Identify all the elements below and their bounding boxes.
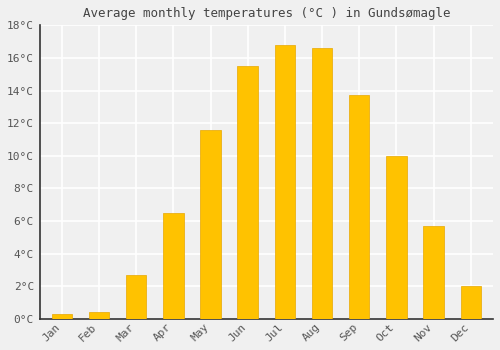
Bar (126, 275, 146, 319)
Bar (200, 130, 220, 319)
Bar (52, 314, 72, 319)
Bar (460, 286, 481, 319)
Bar (312, 48, 332, 319)
Bar (386, 156, 406, 319)
Bar (163, 213, 184, 319)
Bar (274, 45, 295, 319)
Title: Average monthly temperatures (°C ) in Gundsømagle: Average monthly temperatures (°C ) in Gu… (82, 7, 450, 20)
Bar (238, 66, 258, 319)
Bar (89, 312, 109, 319)
Bar (349, 96, 370, 319)
Bar (424, 226, 444, 319)
